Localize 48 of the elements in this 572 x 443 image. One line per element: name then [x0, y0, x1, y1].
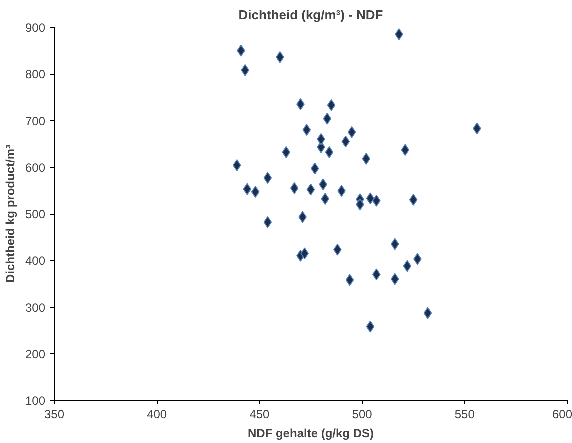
y-tick-label: 400	[25, 254, 46, 268]
chart-title: Dichtheid (kg/m³) - NDF	[238, 8, 384, 22]
point	[310, 162, 320, 175]
point	[409, 194, 418, 206]
point	[424, 307, 432, 320]
y-axis-title: Dichtheid kg product/m³	[3, 144, 18, 283]
point	[321, 193, 330, 206]
y-tick-label: 700	[25, 114, 46, 128]
point	[325, 146, 334, 158]
y-tick-label: 800	[25, 68, 46, 82]
y-tick-label: 300	[25, 300, 46, 315]
point	[306, 184, 316, 196]
point	[366, 192, 375, 205]
x-tick-label: 400	[147, 408, 168, 422]
y-tick-label: 200	[25, 347, 46, 362]
point	[282, 146, 291, 158]
point	[401, 144, 410, 156]
x-tick-label: 450	[250, 408, 270, 422]
y-tick-label: 100	[25, 394, 46, 408]
point	[290, 182, 299, 194]
point	[243, 183, 252, 196]
point	[390, 273, 400, 286]
y-tick-label: 500	[25, 208, 46, 222]
x-tick-label: 350	[44, 408, 65, 422]
point	[346, 274, 354, 286]
point	[362, 152, 371, 165]
y-tick-label: 600	[25, 160, 46, 175]
point	[264, 216, 272, 228]
point	[372, 268, 381, 281]
point	[300, 248, 310, 260]
point	[348, 126, 356, 138]
x-tick-label: 550	[454, 408, 476, 422]
point	[232, 160, 242, 172]
point	[327, 99, 336, 112]
x-tick-label: 600	[552, 408, 572, 422]
point	[366, 320, 375, 333]
point	[403, 260, 412, 272]
y-tick-label: 900	[25, 21, 46, 35]
point	[323, 112, 332, 125]
point	[241, 64, 250, 76]
point	[302, 124, 312, 136]
point	[342, 136, 350, 148]
point	[251, 186, 260, 198]
point	[264, 172, 272, 184]
x-axis-title: NDF gehalte (g/kg DS)	[248, 426, 374, 440]
point	[372, 194, 381, 207]
point	[390, 238, 400, 250]
x-tick-label: 500	[352, 408, 373, 422]
